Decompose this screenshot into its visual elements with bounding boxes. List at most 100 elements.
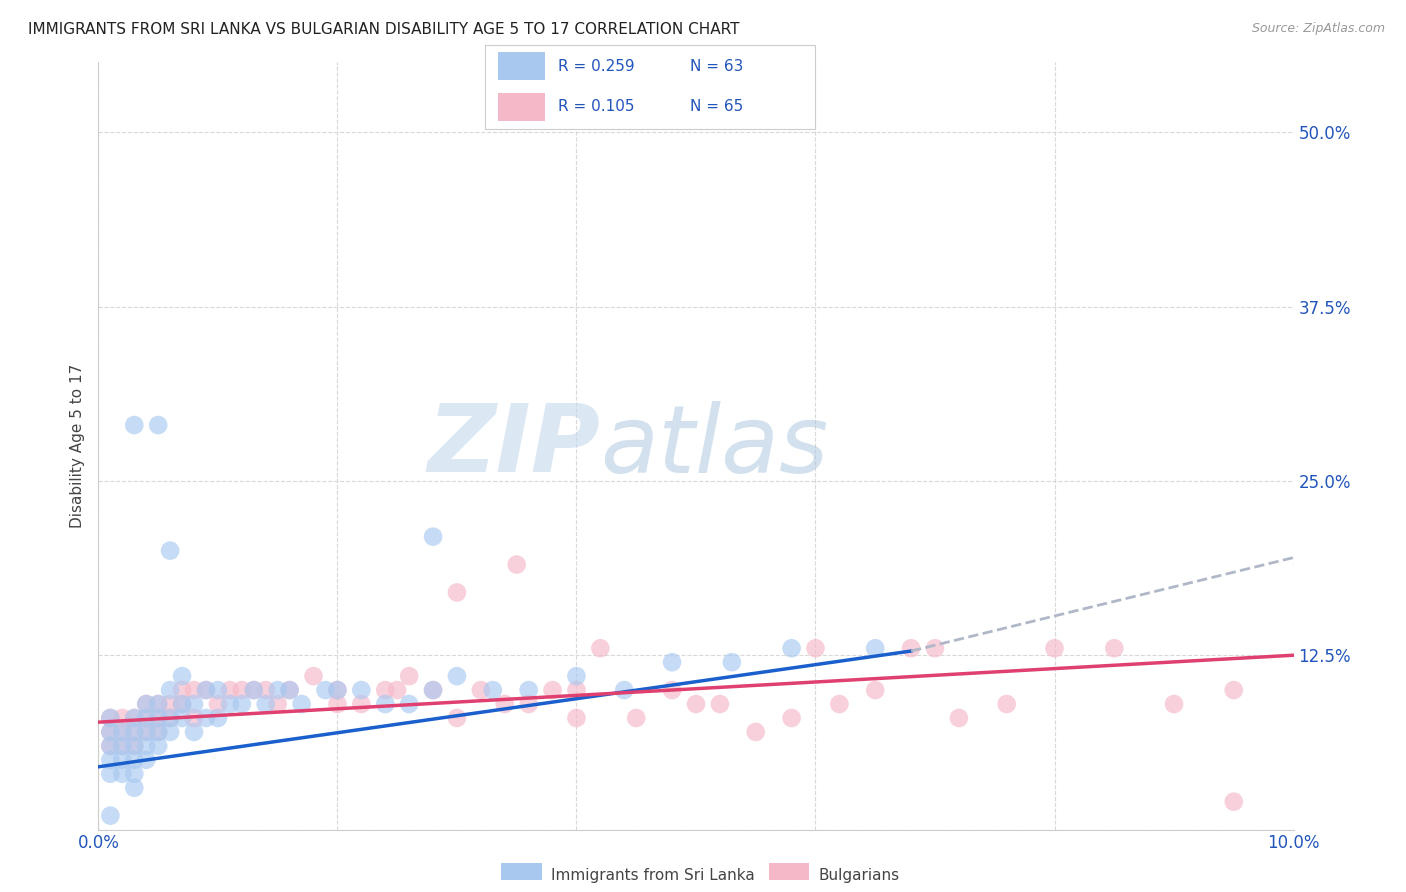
- Point: [135, 725, 157, 739]
- Text: R = 0.259: R = 0.259: [558, 59, 634, 74]
- Point: [135, 711, 157, 725]
- Point: [183, 697, 205, 711]
- Point: [267, 683, 290, 698]
- Point: [207, 683, 229, 698]
- Point: [98, 739, 122, 753]
- Point: [148, 711, 170, 725]
- Point: [446, 585, 468, 599]
- Point: [709, 697, 731, 711]
- Point: [207, 697, 229, 711]
- Point: [124, 711, 146, 725]
- FancyBboxPatch shape: [498, 93, 544, 120]
- Point: [267, 697, 290, 711]
- Point: [613, 683, 636, 698]
- Point: [482, 683, 505, 698]
- Point: [124, 739, 146, 753]
- Point: [148, 697, 170, 711]
- Point: [1104, 641, 1126, 656]
- Point: [685, 697, 707, 711]
- Text: ZIP: ZIP: [427, 400, 600, 492]
- Point: [98, 725, 122, 739]
- Point: [124, 711, 146, 725]
- Point: [745, 725, 768, 739]
- Point: [98, 711, 122, 725]
- Text: atlas: atlas: [600, 401, 828, 491]
- Point: [865, 641, 887, 656]
- Point: [124, 739, 146, 753]
- Point: [374, 683, 396, 698]
- Point: [231, 697, 253, 711]
- Point: [172, 697, 194, 711]
- Point: [148, 739, 170, 753]
- Point: [565, 711, 588, 725]
- Point: [422, 683, 444, 698]
- Text: Immigrants from Sri Lanka: Immigrants from Sri Lanka: [551, 869, 755, 883]
- Point: [111, 766, 134, 780]
- Point: [326, 683, 349, 698]
- Point: [159, 711, 181, 725]
- Point: [159, 697, 181, 711]
- Point: [565, 669, 588, 683]
- Point: [195, 683, 218, 698]
- Point: [446, 669, 468, 683]
- Point: [172, 669, 194, 683]
- Point: [517, 697, 540, 711]
- Point: [1223, 795, 1246, 809]
- Point: [446, 711, 468, 725]
- Point: [183, 683, 205, 698]
- Point: [374, 697, 396, 711]
- Point: [924, 641, 946, 656]
- Point: [398, 697, 420, 711]
- Point: [135, 739, 157, 753]
- Point: [124, 766, 146, 780]
- Point: [159, 683, 181, 698]
- Point: [98, 725, 122, 739]
- Point: [148, 697, 170, 711]
- Point: [98, 753, 122, 767]
- Text: IMMIGRANTS FROM SRI LANKA VS BULGARIAN DISABILITY AGE 5 TO 17 CORRELATION CHART: IMMIGRANTS FROM SRI LANKA VS BULGARIAN D…: [28, 22, 740, 37]
- Point: [804, 641, 827, 656]
- Point: [254, 683, 277, 698]
- Point: [148, 711, 170, 725]
- Point: [98, 739, 122, 753]
- Point: [111, 739, 134, 753]
- Point: [661, 683, 683, 698]
- Point: [780, 711, 803, 725]
- Point: [326, 697, 349, 711]
- Text: R = 0.105: R = 0.105: [558, 99, 634, 114]
- Point: [98, 766, 122, 780]
- Point: [172, 711, 194, 725]
- Point: [494, 697, 516, 711]
- Point: [278, 683, 301, 698]
- Text: Bulgarians: Bulgarians: [818, 869, 900, 883]
- Point: [1163, 697, 1185, 711]
- Point: [135, 753, 157, 767]
- Point: [385, 683, 409, 698]
- Point: [135, 711, 157, 725]
- FancyBboxPatch shape: [498, 53, 544, 80]
- Point: [183, 725, 205, 739]
- Point: [111, 725, 134, 739]
- Text: N = 63: N = 63: [690, 59, 744, 74]
- Y-axis label: Disability Age 5 to 17: Disability Age 5 to 17: [69, 364, 84, 528]
- Point: [195, 683, 218, 698]
- Point: [98, 711, 122, 725]
- Point: [183, 711, 205, 725]
- Point: [661, 655, 683, 669]
- Point: [1043, 641, 1066, 656]
- Point: [350, 683, 373, 698]
- Point: [278, 683, 301, 698]
- Point: [1223, 683, 1246, 698]
- Text: Source: ZipAtlas.com: Source: ZipAtlas.com: [1251, 22, 1385, 36]
- Point: [517, 683, 540, 698]
- Point: [111, 753, 134, 767]
- Point: [398, 669, 420, 683]
- Point: [422, 683, 444, 698]
- Point: [231, 683, 253, 698]
- Point: [565, 683, 588, 698]
- Point: [828, 697, 851, 711]
- Point: [900, 641, 922, 656]
- Point: [219, 683, 242, 698]
- Text: N = 65: N = 65: [690, 99, 744, 114]
- Point: [111, 739, 134, 753]
